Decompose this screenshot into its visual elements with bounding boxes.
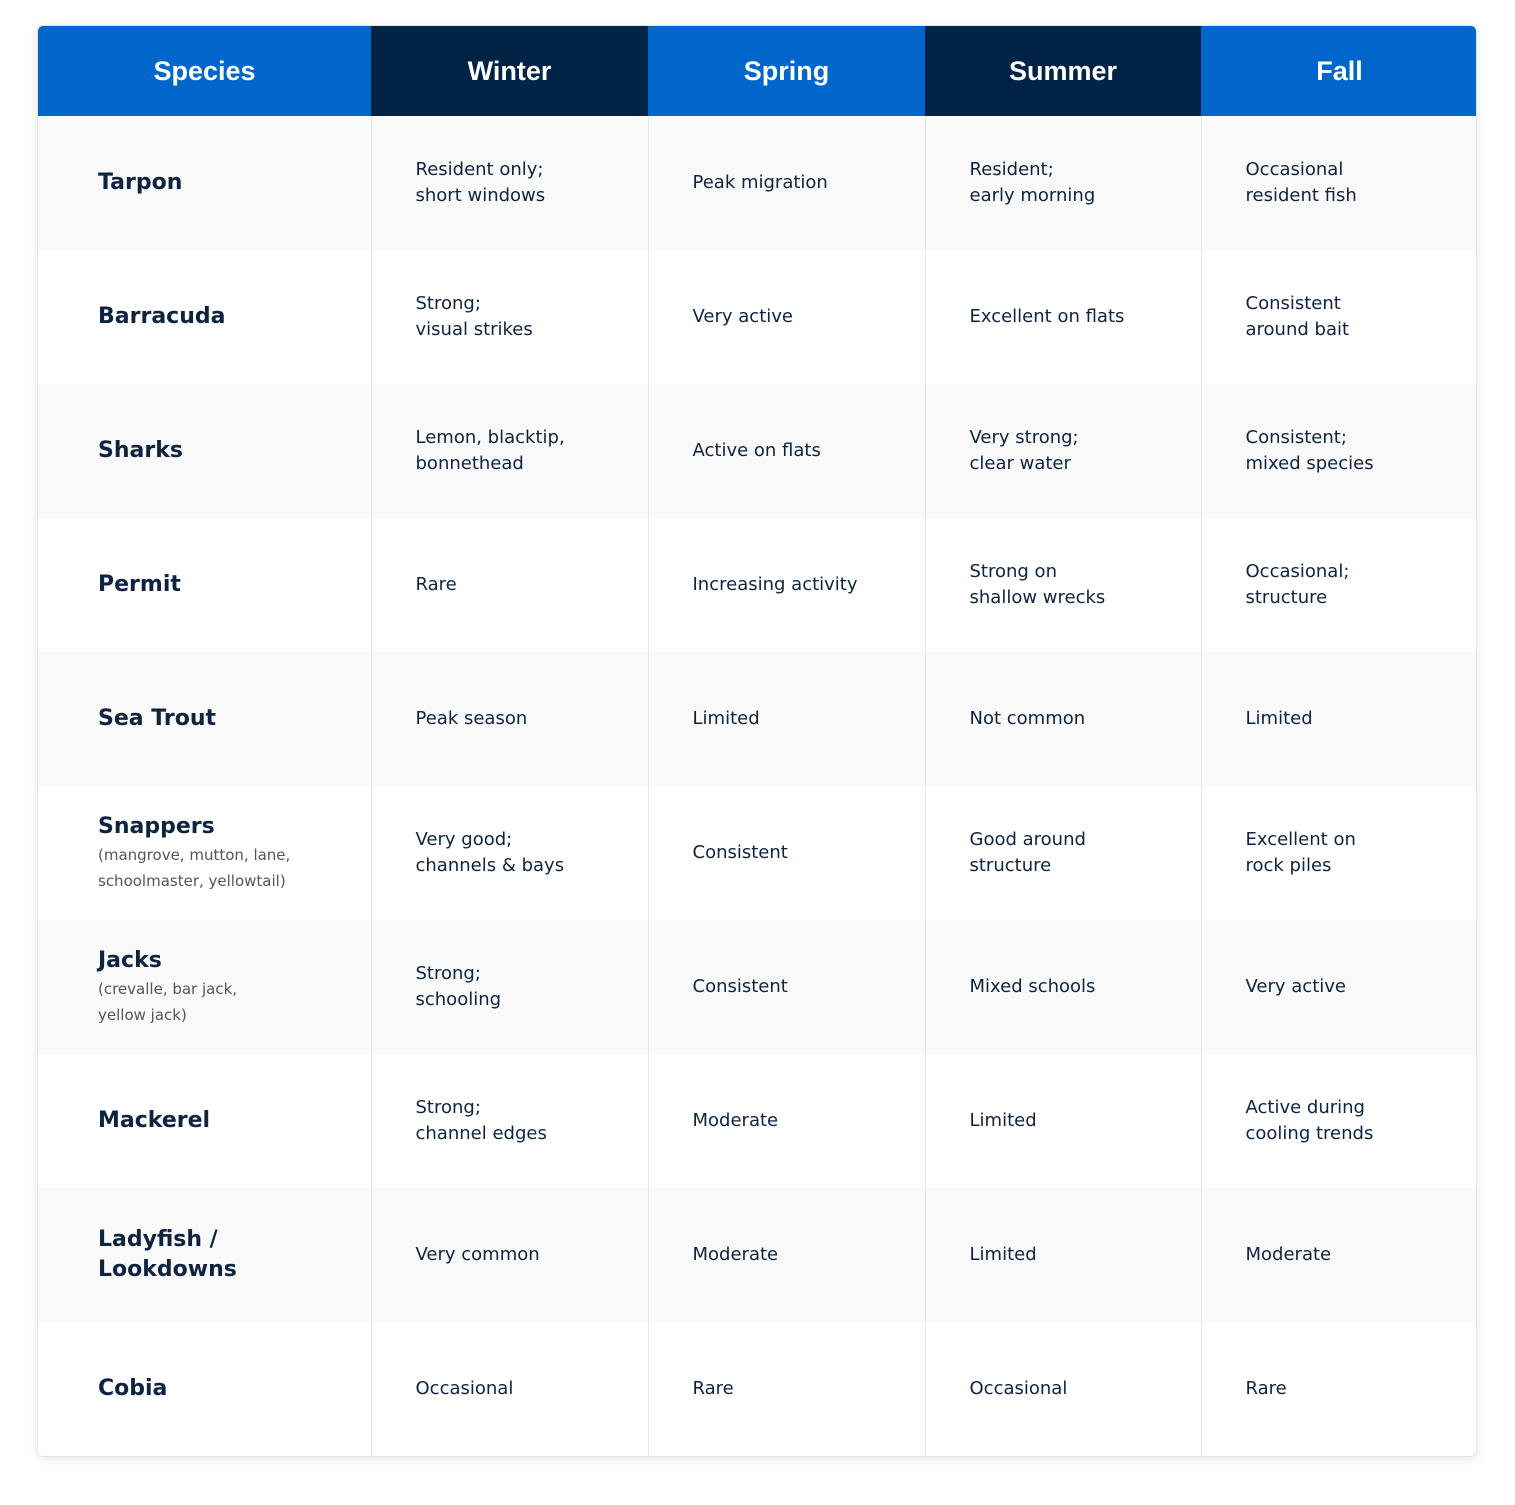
summer-cell: Limited: [924, 1188, 1201, 1322]
winter-cell: Peak season: [370, 652, 648, 786]
spring-cell: Rare: [647, 1322, 925, 1456]
summer-cell: Not common: [924, 652, 1201, 786]
winter-cell: Resident only; short windows: [370, 116, 648, 250]
table-row: Sea Trout Peak season Limited Not common Lim…: [38, 652, 1476, 786]
table-row: Cobia Occasional Rare Occasional Rare: [38, 1322, 1476, 1456]
summer-cell: Very strong; clear water: [924, 384, 1201, 518]
species-name: Snappers: [98, 814, 215, 839]
summer-cell: Resident; early morning: [924, 116, 1201, 250]
summer-cell: Excellent on flats: [924, 250, 1201, 384]
spring-cell: Consistent: [647, 786, 925, 920]
fall-cell: Active during cooling trends: [1200, 1054, 1476, 1188]
winter-cell: Strong; schooling: [370, 920, 648, 1054]
species-name: Mackerel: [98, 1108, 211, 1133]
seasonal-species-table: Species Winter Spring Summer Fall Tarpon…: [37, 25, 1477, 1457]
header-species: Species: [38, 26, 371, 116]
winter-cell: Very common: [370, 1188, 648, 1322]
winter-cell: Occasional: [370, 1322, 648, 1456]
table-row: Barracuda Strong; visual strikes Very acti…: [38, 250, 1476, 384]
fall-cell: Consistent; mixed species: [1200, 384, 1476, 518]
header-summer: Summer: [925, 26, 1201, 116]
species-cell: Sea Trout: [38, 652, 371, 786]
species-cell: Permit: [38, 518, 371, 652]
spring-cell: Moderate: [647, 1054, 925, 1188]
fall-cell: Occasional resident fish: [1200, 116, 1476, 250]
table-row: Permit Rare Increasing activity Strong on s…: [38, 518, 1476, 652]
spring-cell: Very active: [647, 250, 925, 384]
spring-cell: Moderate: [647, 1188, 925, 1322]
summer-cell: Occasional: [924, 1322, 1201, 1456]
table-row: Snappers (mangrove, mutton, lane, schoolm…: [38, 786, 1476, 920]
winter-cell: Lemon, blacktip, bonnethead: [370, 384, 648, 518]
species-name: Cobia: [98, 1376, 168, 1401]
species-cell: Tarpon: [38, 116, 371, 250]
species-name: Tarpon: [98, 170, 183, 195]
winter-cell: Strong; channel edges: [370, 1054, 648, 1188]
species-name: Permit: [98, 572, 181, 597]
table-row: Mackerel Strong; channel edges Moderate Lim…: [38, 1054, 1476, 1188]
table: Species Winter Spring Summer Fall Tarpon…: [38, 26, 1476, 1456]
winter-cell: Strong; visual strikes: [370, 250, 648, 384]
fall-cell: Moderate: [1200, 1188, 1476, 1322]
fall-cell: Occasional; structure: [1200, 518, 1476, 652]
winter-cell: Very good; channels & bays: [370, 786, 648, 920]
species-name: Jacks: [98, 948, 162, 973]
table-row: Ladyfish / Lookdowns Very common Moderate L…: [38, 1188, 1476, 1322]
fall-cell: Consistent around bait: [1200, 250, 1476, 384]
species-note: (crevalle, bar jack, yellow jack): [98, 980, 238, 1024]
species-name: Sharks: [98, 438, 183, 463]
header-winter: Winter: [371, 26, 648, 116]
species-cell: Barracuda: [38, 250, 371, 384]
species-cell: Mackerel: [38, 1054, 371, 1188]
fall-cell: Very active: [1200, 920, 1476, 1054]
fall-cell: Limited: [1200, 652, 1476, 786]
species-name: Ladyfish / Lookdowns: [98, 1227, 237, 1282]
summer-cell: Limited: [924, 1054, 1201, 1188]
species-cell: Sharks: [38, 384, 371, 518]
spring-cell: Consistent: [647, 920, 925, 1054]
spring-cell: Limited: [647, 652, 925, 786]
species-cell: Ladyfish / Lookdowns: [38, 1188, 371, 1322]
header-spring: Spring: [648, 26, 925, 116]
table-row: Tarpon Resident only; short windows Peak m…: [38, 116, 1476, 250]
species-note: (mangrove, mutton, lane, schoolmaster, y…: [98, 846, 291, 890]
header-fall: Fall: [1201, 26, 1476, 116]
species-cell: Cobia: [38, 1322, 371, 1456]
header-row: Species Winter Spring Summer Fall: [38, 26, 1476, 116]
species-name: Barracuda: [98, 304, 226, 329]
spring-cell: Peak migration: [647, 116, 925, 250]
fall-cell: Excellent on rock piles: [1200, 786, 1476, 920]
spring-cell: Increasing activity: [647, 518, 925, 652]
spring-cell: Active on flats: [647, 384, 925, 518]
fall-cell: Rare: [1200, 1322, 1476, 1456]
species-cell: Snappers (mangrove, mutton, lane, schoolm…: [38, 786, 371, 920]
table-row: Sharks Lemon, blacktip, bonnethead Active …: [38, 384, 1476, 518]
summer-cell: Good around structure: [924, 786, 1201, 920]
summer-cell: Mixed schools: [924, 920, 1201, 1054]
table-row: Jacks (crevalle, bar jack, yellow jack) St…: [38, 920, 1476, 1054]
winter-cell: Rare: [370, 518, 648, 652]
species-name: Sea Trout: [98, 706, 217, 731]
summer-cell: Strong on shallow wrecks: [924, 518, 1201, 652]
species-cell: Jacks (crevalle, bar jack, yellow jack): [38, 920, 371, 1054]
